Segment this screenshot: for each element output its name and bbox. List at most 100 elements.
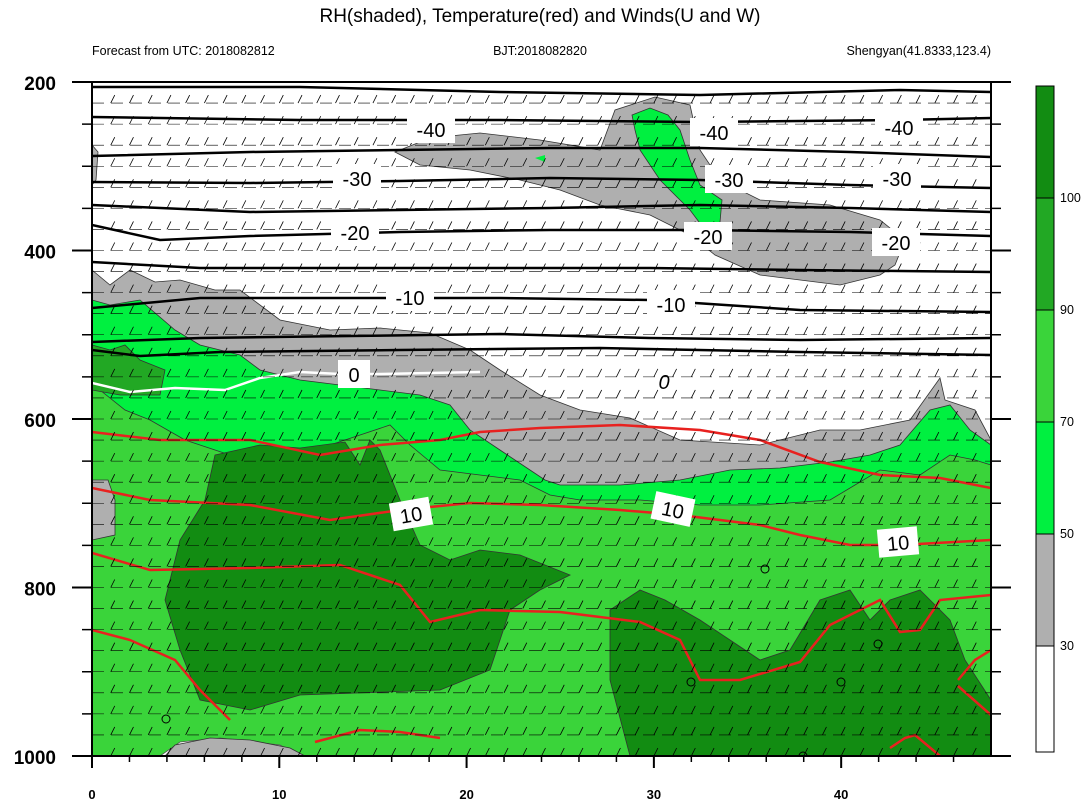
- wind-barb: [484, 284, 490, 293]
- wind-barb: [840, 726, 846, 736]
- wind-barb: [522, 368, 528, 378]
- wind-barb: [260, 600, 265, 609]
- wind-barb: [503, 621, 509, 630]
- wind-barb: [616, 368, 621, 378]
- wind-barb: [953, 137, 958, 146]
- wind-barb: [709, 410, 715, 420]
- wind-barb: [971, 747, 977, 756]
- wind-barb: [747, 705, 752, 715]
- wind-barb: [316, 747, 322, 756]
- wind-barb: [503, 663, 509, 672]
- wind-barb: [578, 115, 584, 125]
- wind-barb: [634, 747, 640, 756]
- wind-barb: [410, 579, 415, 588]
- wind-barb: [878, 284, 883, 293]
- wind-barb: [484, 600, 490, 609]
- wind-barb: [559, 663, 565, 672]
- wind-barb: [616, 474, 621, 483]
- wind-barb: [522, 94, 528, 104]
- wind-barb: [672, 326, 677, 335]
- wind-barb: [335, 452, 340, 462]
- wind-barb: [410, 474, 415, 483]
- wind-barb: [204, 179, 209, 188]
- wind-barb: [953, 600, 958, 609]
- wind-barb: [222, 537, 228, 546]
- isotherm-line: [92, 486, 991, 547]
- wind-barb: [147, 684, 153, 693]
- wind-barb: [260, 684, 265, 693]
- wind-barb: [765, 368, 771, 378]
- wind-barb: [522, 705, 528, 715]
- wind-barb: [129, 558, 134, 567]
- wind-barb: [578, 516, 584, 525]
- wind-barb: [166, 242, 172, 251]
- wind-barb: [335, 537, 340, 546]
- wind-barb: [616, 263, 621, 272]
- wind-barb: [971, 621, 977, 630]
- wind-barb: [728, 579, 734, 588]
- wind-barb: [297, 621, 303, 630]
- wind-barb: [541, 495, 546, 504]
- wind-barb: [971, 663, 977, 672]
- wind-barb: [765, 347, 771, 356]
- wind-barb: [297, 537, 303, 546]
- wind-barb: [522, 516, 528, 525]
- wind-barb: [728, 158, 734, 167]
- wind-barb: [616, 137, 621, 146]
- wind-barb: [484, 158, 490, 167]
- wind-barb: [953, 579, 958, 588]
- wind-barb: [541, 621, 546, 630]
- wind-barb: [147, 452, 153, 462]
- wind-barb: [953, 642, 958, 651]
- wind-barb: [278, 242, 284, 251]
- contour-label-text: -20: [882, 233, 911, 255]
- wind-barb: [466, 347, 471, 356]
- wind-barb: [653, 579, 659, 588]
- wind-barb: [278, 579, 284, 588]
- wind-barb: [878, 326, 883, 335]
- wind-barb: [597, 684, 603, 693]
- wind-barb: [896, 452, 902, 462]
- wind-barb: [110, 558, 116, 567]
- wind-barb: [597, 221, 603, 230]
- wind-barb: [747, 642, 752, 651]
- wind-barb: [616, 242, 621, 251]
- wind-barb: [597, 558, 603, 567]
- wind-barb: [185, 726, 191, 736]
- wind-barb: [110, 326, 116, 335]
- wind-barb: [765, 452, 771, 462]
- wind-barb: [129, 452, 134, 462]
- wind-barb: [709, 705, 715, 715]
- wind-barb: [653, 642, 659, 651]
- wind-barb: [484, 747, 490, 756]
- wind-barb: [447, 284, 453, 293]
- wind-barb: [541, 305, 546, 314]
- wind-barb: [447, 747, 453, 756]
- wind-barb: [316, 368, 322, 378]
- wind-barb: [672, 137, 677, 146]
- wind-barb: [728, 200, 734, 209]
- wind-barb: [747, 221, 752, 230]
- wind-barb: [297, 705, 303, 715]
- isotherm-line: [92, 551, 991, 682]
- contour-label: -20: [684, 222, 732, 250]
- wind-barb: [934, 516, 940, 525]
- wind-barb: [859, 82, 861, 83]
- wind-barb: [672, 747, 677, 756]
- wind-barb: [953, 305, 958, 314]
- wind-barb: [129, 137, 134, 146]
- wind-barb: [316, 179, 322, 188]
- wind-barb: [129, 600, 134, 609]
- wind-barb: [559, 115, 565, 125]
- wind-barb: [335, 726, 340, 736]
- wind-barb: [503, 474, 509, 483]
- wind-barb: [147, 284, 153, 293]
- wind-barb: [934, 410, 940, 420]
- wind-barb: [353, 495, 359, 504]
- wind-barb: [690, 389, 696, 399]
- wind-barb: [559, 705, 565, 715]
- wind-barb: [166, 82, 168, 83]
- wind-barb: [278, 115, 284, 125]
- wind-barb: [953, 621, 958, 630]
- wind-barb: [578, 621, 584, 630]
